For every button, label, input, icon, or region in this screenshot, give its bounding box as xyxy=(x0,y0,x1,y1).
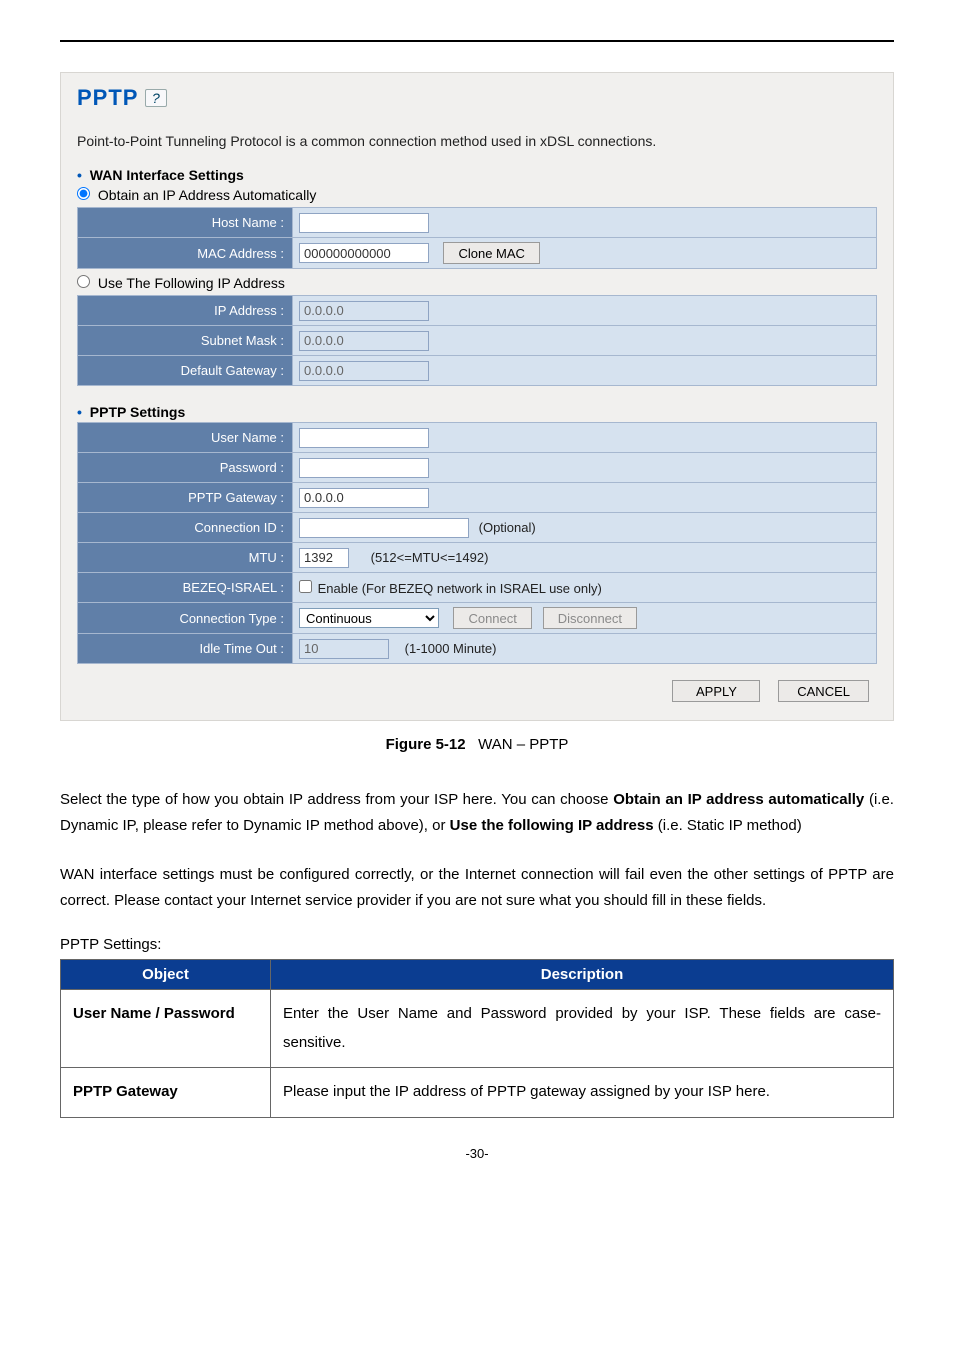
wan-auto-table: Host Name : MAC Address : Clone MAC xyxy=(77,207,877,269)
mtu-note: (512<=MTU<=1492) xyxy=(371,550,489,565)
connection-type-label: Connection Type : xyxy=(78,603,293,634)
connection-id-input[interactable] xyxy=(299,518,469,538)
disconnect-button: Disconnect xyxy=(543,607,637,629)
idle-timeout-label: Idle Time Out : xyxy=(78,634,293,664)
idle-timeout-note: (1-1000 Minute) xyxy=(405,641,497,656)
bullet-icon: • xyxy=(77,167,82,183)
row-idle-timeout: Idle Time Out : (1-1000 Minute) xyxy=(78,634,877,664)
table-row: User Name / Password Enter the User Name… xyxy=(61,990,894,1068)
pptp-settings-subhead: PPTP Settings: xyxy=(60,936,894,953)
paragraph-1: Select the type of how you obtain IP add… xyxy=(60,787,894,840)
panel-description: Point-to-Point Tunneling Protocol is a c… xyxy=(61,115,893,157)
idle-timeout-input xyxy=(299,639,389,659)
host-name-label: Host Name : xyxy=(78,208,293,238)
panel-title: PPTP xyxy=(77,85,138,111)
cancel-button[interactable]: CANCEL xyxy=(778,680,869,702)
td-object: User Name / Password xyxy=(61,990,271,1068)
radio-static-row[interactable]: Use The Following IP Address xyxy=(61,269,893,295)
pptp-table: User Name : Password : PPTP Gateway : Co… xyxy=(77,422,877,664)
default-gateway-label: Default Gateway : xyxy=(78,356,293,386)
ip-address-input xyxy=(299,301,429,321)
help-icon[interactable]: ? xyxy=(145,89,167,107)
bezeq-note: Enable (For BEZEQ network in ISRAEL use … xyxy=(318,581,602,596)
row-connection-id: Connection ID : (Optional) xyxy=(78,513,877,543)
paragraph-2: WAN interface settings must be configure… xyxy=(60,862,894,915)
pptp-section-title: PPTP Settings xyxy=(90,404,185,420)
row-password: Password : xyxy=(78,453,877,483)
figure-caption-text: WAN – PPTP xyxy=(478,736,568,753)
figure-label: Figure 5-12 xyxy=(386,736,466,753)
mtu-label: MTU : xyxy=(78,543,293,573)
connection-id-label: Connection ID : xyxy=(78,513,293,543)
row-mac-address: MAC Address : Clone MAC xyxy=(78,238,877,269)
ip-address-label: IP Address : xyxy=(78,296,293,326)
row-connection-type: Connection Type : Continuous Connect Dis… xyxy=(78,603,877,634)
th-object: Object xyxy=(61,960,271,990)
wan-section-header: • WAN Interface Settings xyxy=(61,157,893,185)
clone-mac-button[interactable]: Clone MAC xyxy=(443,242,539,264)
td-description: Enter the User Name and Password provide… xyxy=(271,990,894,1068)
bezeq-checkbox[interactable] xyxy=(299,580,312,593)
bullet-icon: • xyxy=(77,404,82,420)
user-name-input[interactable] xyxy=(299,428,429,448)
td-object: PPTP Gateway xyxy=(61,1068,271,1118)
radio-static-label: Use The Following IP Address xyxy=(98,275,285,291)
radio-static[interactable] xyxy=(77,275,90,288)
radio-auto-row[interactable]: Obtain an IP Address Automatically xyxy=(61,185,893,207)
connection-type-select[interactable]: Continuous xyxy=(299,608,439,628)
row-mtu: MTU : (512<=MTU<=1492) xyxy=(78,543,877,573)
description-table: Object Description User Name / Password … xyxy=(60,959,894,1118)
row-host-name: Host Name : xyxy=(78,208,877,238)
default-gateway-input xyxy=(299,361,429,381)
mtu-input[interactable] xyxy=(299,548,349,568)
wan-section-title: WAN Interface Settings xyxy=(90,167,244,183)
pptp-panel: PPTP ? Point-to-Point Tunneling Protocol… xyxy=(60,72,894,721)
row-default-gateway: Default Gateway : xyxy=(78,356,877,386)
connection-id-note: (Optional) xyxy=(479,520,536,535)
apply-button[interactable]: APPLY xyxy=(672,680,760,702)
row-user-name: User Name : xyxy=(78,423,877,453)
password-input[interactable] xyxy=(299,458,429,478)
figure-caption: Figure 5-12 WAN – PPTP xyxy=(60,736,894,753)
row-bezeq: BEZEQ-ISRAEL : Enable (For BEZEQ network… xyxy=(78,573,877,603)
row-ip-address: IP Address : xyxy=(78,296,877,326)
host-name-input[interactable] xyxy=(299,213,429,233)
top-rule xyxy=(60,40,894,42)
row-subnet-mask: Subnet Mask : xyxy=(78,326,877,356)
mac-address-label: MAC Address : xyxy=(78,238,293,269)
th-description: Description xyxy=(271,960,894,990)
row-pptp-gateway: PPTP Gateway : xyxy=(78,483,877,513)
page-number: -30- xyxy=(60,1146,894,1161)
pptp-gateway-label: PPTP Gateway : xyxy=(78,483,293,513)
bezeq-label: BEZEQ-ISRAEL : xyxy=(78,573,293,603)
radio-auto-label: Obtain an IP Address Automatically xyxy=(98,187,316,203)
mac-address-input[interactable] xyxy=(299,243,429,263)
action-row: APPLY CANCEL xyxy=(61,664,893,720)
radio-auto[interactable] xyxy=(77,187,90,200)
connect-button: Connect xyxy=(453,607,531,629)
user-name-label: User Name : xyxy=(78,423,293,453)
pptp-section-header: • PPTP Settings xyxy=(61,386,893,422)
wan-static-table: IP Address : Subnet Mask : Default Gatew… xyxy=(77,295,877,386)
td-description: Please input the IP address of PPTP gate… xyxy=(271,1068,894,1118)
table-row: PPTP Gateway Please input the IP address… xyxy=(61,1068,894,1118)
subnet-mask-input xyxy=(299,331,429,351)
pptp-gateway-input[interactable] xyxy=(299,488,429,508)
subnet-mask-label: Subnet Mask : xyxy=(78,326,293,356)
password-label: Password : xyxy=(78,453,293,483)
